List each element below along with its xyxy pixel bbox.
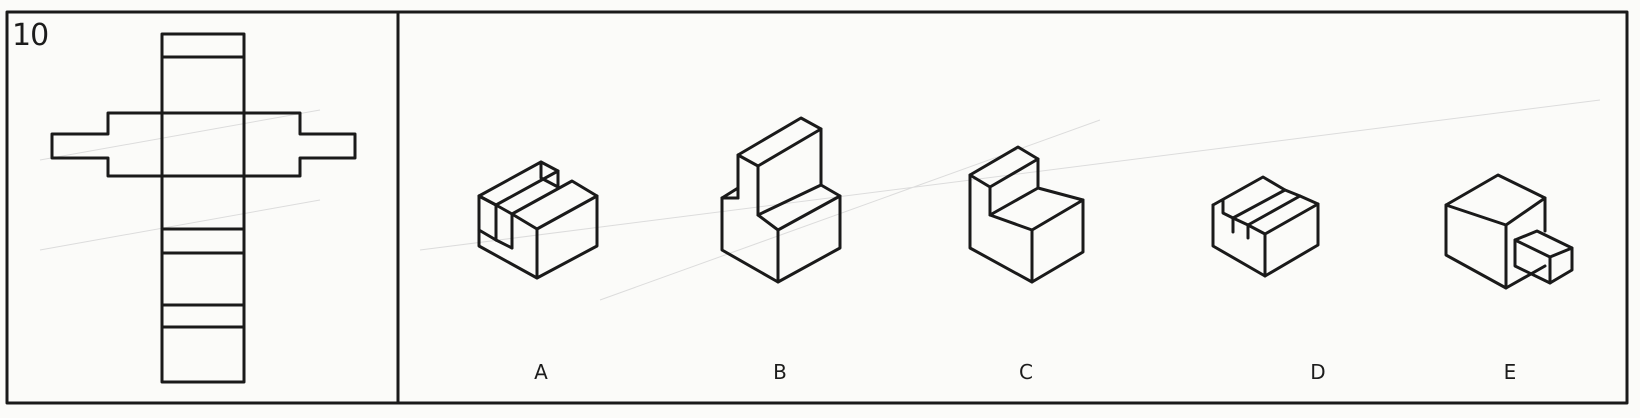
unfolded-net <box>50 32 357 384</box>
option-label-a[interactable]: A <box>534 360 548 384</box>
option-label-d[interactable]: D <box>1310 360 1326 384</box>
net-right-arm <box>242 111 357 178</box>
option-label-c[interactable]: C <box>1019 360 1033 384</box>
net-left-arm <box>50 111 164 178</box>
option-d-figure <box>1211 175 1320 278</box>
option-label-b[interactable]: B <box>773 360 787 384</box>
outer-frame <box>5 10 1629 405</box>
option-a-figure <box>477 160 599 280</box>
option-b-figure <box>720 116 842 284</box>
net-vertical-strip <box>160 32 246 384</box>
option-c-figure <box>968 145 1085 284</box>
paper-texture <box>39 99 1601 301</box>
puzzle-number: 10 <box>12 18 49 53</box>
option-e-figure <box>1444 173 1574 290</box>
option-label-e[interactable]: E <box>1503 360 1517 384</box>
